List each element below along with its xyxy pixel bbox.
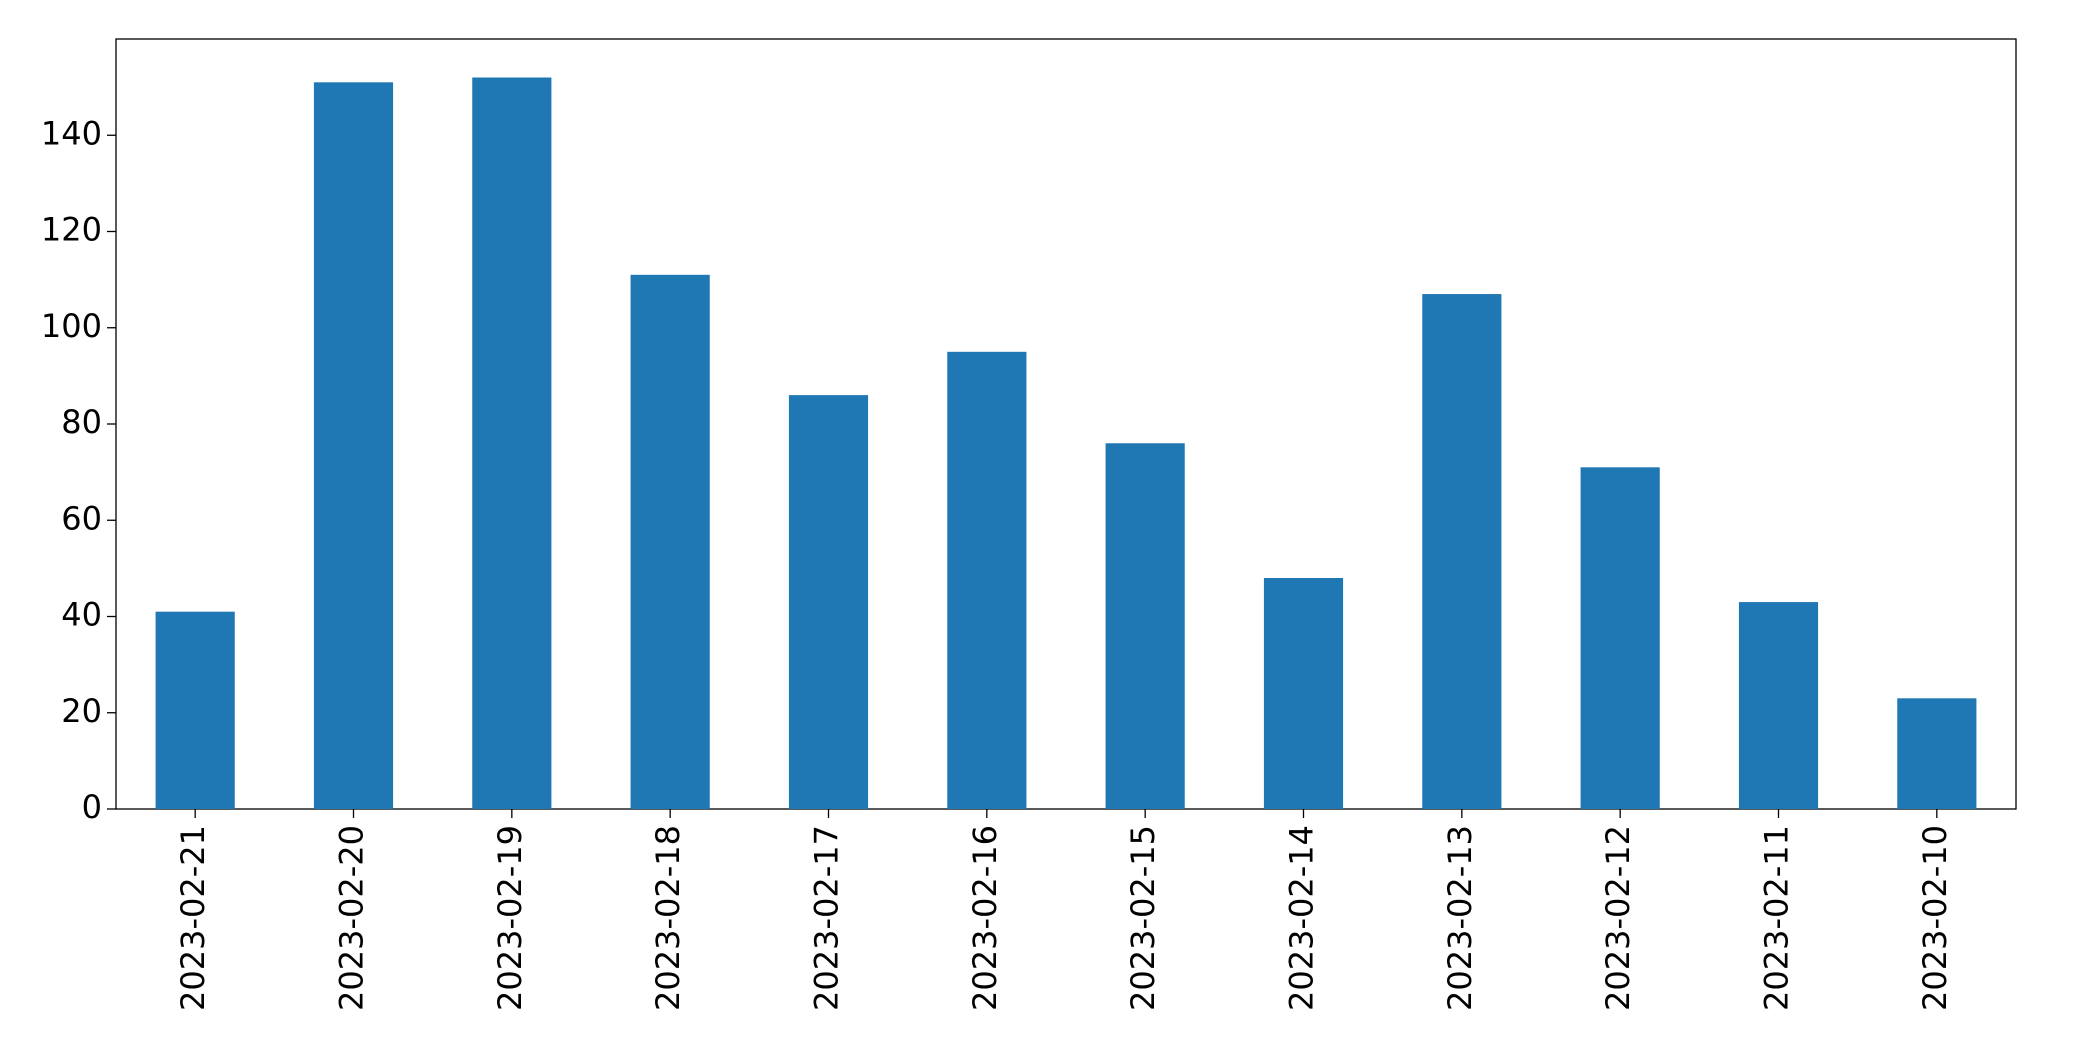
bar: [1580, 467, 1660, 809]
bar: [1738, 602, 1819, 809]
x-tick-label: 2023-02-16: [966, 825, 1004, 1011]
bar: [1897, 698, 1977, 809]
bar: [472, 77, 552, 809]
x-tick-label: 2023-02-20: [333, 825, 371, 1011]
y-tick-label: 40: [61, 596, 102, 634]
x-tick-label: 2023-02-10: [1916, 825, 1954, 1011]
y-tick-label: 80: [61, 403, 102, 441]
bar: [313, 82, 394, 809]
bar: [788, 395, 869, 809]
x-tick-label: 2023-02-11: [1758, 825, 1796, 1011]
y-tick-label: 20: [61, 692, 102, 730]
bar: [947, 351, 1027, 809]
x-tick-label: 2023-02-19: [491, 825, 529, 1011]
x-tick-label: 2023-02-17: [808, 825, 846, 1011]
y-tick-label: 60: [61, 499, 102, 537]
x-tick-label: 2023-02-13: [1441, 825, 1479, 1011]
bar: [1105, 443, 1185, 809]
y-tick-label: 120: [41, 211, 102, 249]
x-tick-label: 2023-02-15: [1124, 825, 1162, 1011]
x-tick-label: 2023-02-21: [174, 825, 212, 1011]
bar: [155, 611, 235, 809]
x-tick-label: 2023-02-18: [649, 825, 687, 1011]
bar: [1422, 294, 1502, 809]
x-tick-label: 2023-02-14: [1283, 825, 1321, 1011]
y-tick-label: 100: [41, 307, 102, 345]
y-tick-label: 140: [41, 114, 102, 152]
y-tick-label: 0: [82, 788, 102, 826]
x-tick-label: 2023-02-12: [1599, 825, 1637, 1011]
bar: [630, 274, 710, 809]
bar: [1263, 578, 1344, 809]
plot-frame: [115, 38, 2017, 810]
